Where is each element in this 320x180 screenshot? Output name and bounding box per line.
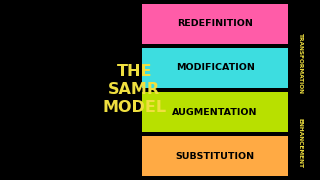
Text: AUGMENTATION: AUGMENTATION [172,107,258,117]
Text: TRANSFORMATION: TRANSFORMATION [298,33,303,94]
Text: MODIFICATION: MODIFICATION [176,63,255,72]
FancyBboxPatch shape [142,136,288,176]
Text: SUBSTITUTION: SUBSTITUTION [176,152,255,161]
FancyBboxPatch shape [142,48,288,88]
Text: REDEFINITION: REDEFINITION [177,19,253,28]
Text: ENHANCEMENT: ENHANCEMENT [298,118,303,168]
FancyBboxPatch shape [142,4,288,44]
FancyBboxPatch shape [142,92,288,132]
Text: THE
SAMR
MODEL: THE SAMR MODEL [102,64,166,116]
